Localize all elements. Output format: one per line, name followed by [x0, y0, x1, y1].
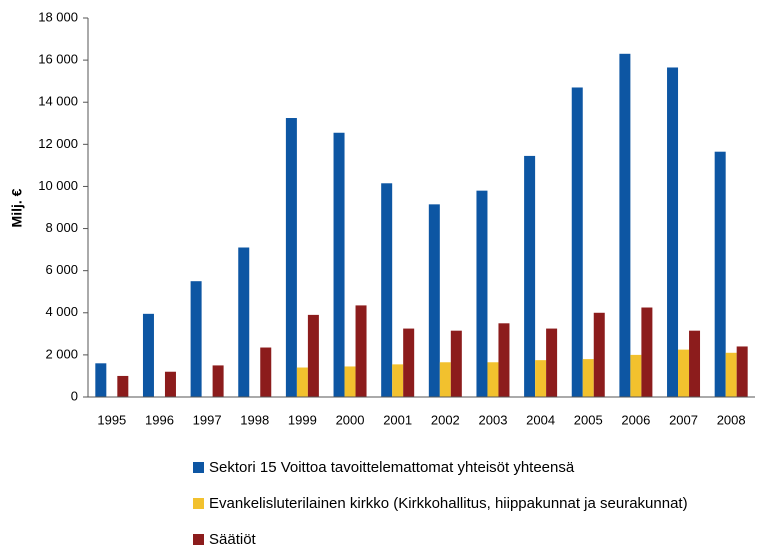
- bar: [714, 151, 726, 397]
- x-tick-label: 1999: [288, 412, 317, 427]
- bar: [296, 367, 308, 397]
- y-tick-label: 10 000: [38, 178, 78, 193]
- x-tick-label: 2006: [621, 412, 650, 427]
- bar: [333, 132, 345, 397]
- y-tick-label: 0: [71, 388, 78, 403]
- bar: [667, 67, 679, 397]
- bar: [307, 314, 319, 397]
- bar: [238, 247, 250, 397]
- x-tick-label: 2000: [336, 412, 365, 427]
- bar: [476, 190, 488, 397]
- x-tick-label: 2005: [574, 412, 603, 427]
- y-tick-label: 18 000: [38, 9, 78, 24]
- x-tick-label: 2002: [431, 412, 460, 427]
- bar: [736, 346, 748, 397]
- x-tick-label: 1995: [97, 412, 126, 427]
- bar: [689, 330, 701, 397]
- y-axis-label: Milj. €: [9, 188, 25, 227]
- legend-swatch: [193, 498, 204, 509]
- y-tick-label: 2 000: [45, 346, 78, 361]
- bar: [285, 118, 297, 397]
- bar: [630, 354, 642, 397]
- bar: [344, 366, 356, 397]
- bar: [95, 363, 107, 397]
- y-tick-label: 12 000: [38, 136, 78, 151]
- x-tick-label: 1997: [193, 412, 222, 427]
- y-tick-label: 8 000: [45, 220, 78, 235]
- y-tick-label: 4 000: [45, 304, 78, 319]
- bar: [641, 307, 653, 397]
- bar: [260, 347, 272, 397]
- bar: [725, 352, 737, 397]
- bar: [582, 359, 594, 397]
- legend-swatch: [193, 534, 204, 545]
- bar: [498, 323, 510, 397]
- bar: [450, 330, 462, 397]
- x-tick-label: 2008: [717, 412, 746, 427]
- x-tick-label: 2001: [383, 412, 412, 427]
- legend-label: Evankelisluterilainen kirkko (Kirkkohall…: [209, 495, 688, 512]
- y-tick-label: 14 000: [38, 94, 78, 109]
- bar: [164, 371, 176, 397]
- x-tick-label: 2004: [526, 412, 555, 427]
- legend-swatch: [193, 462, 204, 473]
- x-tick-label: 2003: [479, 412, 508, 427]
- bar: [403, 328, 415, 397]
- bar: [619, 53, 631, 398]
- bar: [439, 362, 451, 397]
- bar: [524, 155, 536, 397]
- x-tick-label: 2007: [669, 412, 698, 427]
- y-tick-label: 16 000: [38, 52, 78, 67]
- bar: [593, 312, 605, 397]
- bar: [546, 328, 558, 397]
- bar: [487, 362, 499, 397]
- legend-label: Sektori 15 Voittoa tavoittelemattomat yh…: [209, 459, 575, 476]
- bar: [190, 281, 202, 397]
- bar: [142, 313, 154, 397]
- bar: [678, 349, 690, 397]
- x-tick-label: 1998: [240, 412, 269, 427]
- legend-label: Säätiöt: [209, 531, 257, 546]
- y-tick-label: 6 000: [45, 262, 78, 277]
- bar: [392, 364, 404, 397]
- bar: [355, 305, 367, 397]
- bar: [535, 360, 547, 397]
- bar: [571, 87, 583, 397]
- bar: [117, 375, 129, 397]
- bar: [212, 365, 224, 397]
- bar: [381, 183, 393, 397]
- bar: [428, 204, 440, 397]
- x-tick-label: 1996: [145, 412, 174, 427]
